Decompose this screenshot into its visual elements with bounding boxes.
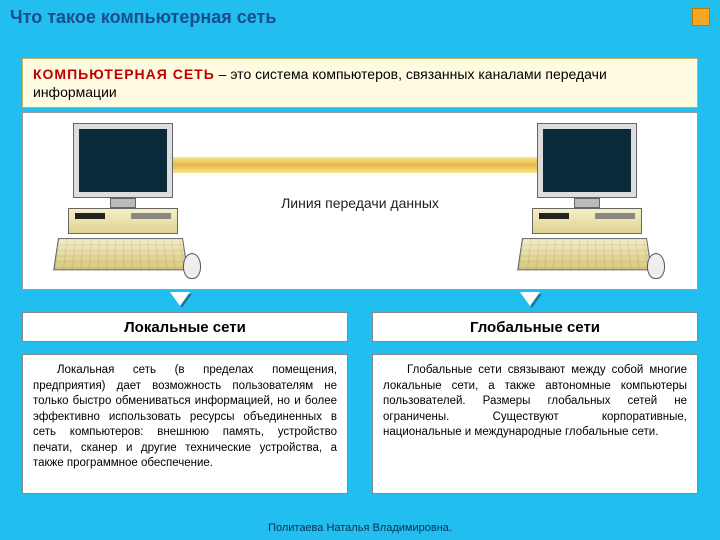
network-diagram: Линия передачи данных <box>22 112 698 290</box>
monitor-icon <box>73 123 173 198</box>
transmission-line <box>163 157 557 173</box>
mouse-icon <box>183 253 201 279</box>
column-right-text: Глобальные сети связывают между собой мн… <box>383 363 687 441</box>
mouse-icon <box>647 253 665 279</box>
definition-term: КОМПЬЮТЕРНАЯ СЕТЬ <box>33 66 215 82</box>
keyboard-icon <box>53 238 188 270</box>
column-left-text: Локальная сеть (в пределах помещения, пр… <box>33 363 337 472</box>
computer-right <box>517 123 657 279</box>
monitor-stand <box>110 198 136 208</box>
monitor-icon <box>537 123 637 198</box>
column-right-title: Глобальные сети <box>372 312 698 342</box>
column-left-title: Локальные сети <box>22 312 348 342</box>
system-unit-icon <box>68 208 178 234</box>
page-title: Что такое компьютерная сеть <box>10 7 276 28</box>
column-left-body: Локальная сеть (в пределах помещения, пр… <box>22 354 348 494</box>
system-unit-icon <box>532 208 642 234</box>
arrow-down-icon <box>170 292 190 306</box>
keyboard-icon <box>517 238 652 270</box>
arrow-down-icon <box>520 292 540 306</box>
close-icon[interactable] <box>692 8 710 26</box>
title-bar: Что такое компьютерная сеть <box>10 5 710 29</box>
footer-author: Политаева Наталья Владимировна. <box>0 522 720 534</box>
computer-left <box>53 123 193 279</box>
definition-box: КОМПЬЮТЕРНАЯ СЕТЬ – это система компьюте… <box>22 58 698 108</box>
column-right-body: Глобальные сети связывают между собой мн… <box>372 354 698 494</box>
monitor-stand <box>574 198 600 208</box>
